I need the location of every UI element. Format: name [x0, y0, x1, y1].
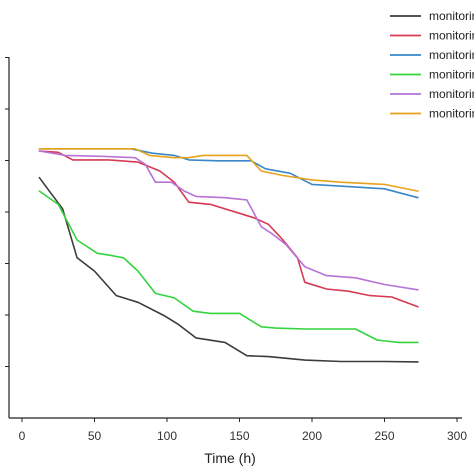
legend-label-6: monitoring point 6 [429, 107, 474, 121]
series-line-5 [38, 150, 419, 291]
y-ticks [5, 57, 9, 367]
series-line-2 [38, 150, 419, 308]
series-line-6 [38, 148, 419, 192]
legend: monitoring point 1 monitoring point 2 moni… [390, 9, 474, 121]
x-tick-label: 250 [374, 429, 394, 443]
x-ticks: 0 50 100 150 200 250 300 [19, 418, 467, 443]
x-tick-label: 150 [229, 429, 249, 443]
legend-label-2: monitoring point 2 [429, 29, 474, 43]
legend-label-1: monitoring point 1 [429, 9, 474, 23]
series-line-4 [38, 190, 419, 344]
legend-label-5: monitoring point 5 [429, 87, 474, 101]
x-tick-label: 50 [88, 429, 102, 443]
x-tick-label: 200 [302, 429, 322, 443]
axes [8, 57, 462, 419]
x-tick-label: 300 [447, 429, 467, 443]
legend-label-4: monitoring point 4 [429, 68, 474, 82]
x-tick-label: 0 [19, 429, 26, 443]
series-layer [38, 148, 419, 363]
x-tick-label: 100 [157, 429, 177, 443]
legend-label-3: monitoring point 3 [429, 48, 474, 62]
x-axis-title: Time (h) [204, 450, 256, 466]
series-line-1 [38, 176, 419, 363]
